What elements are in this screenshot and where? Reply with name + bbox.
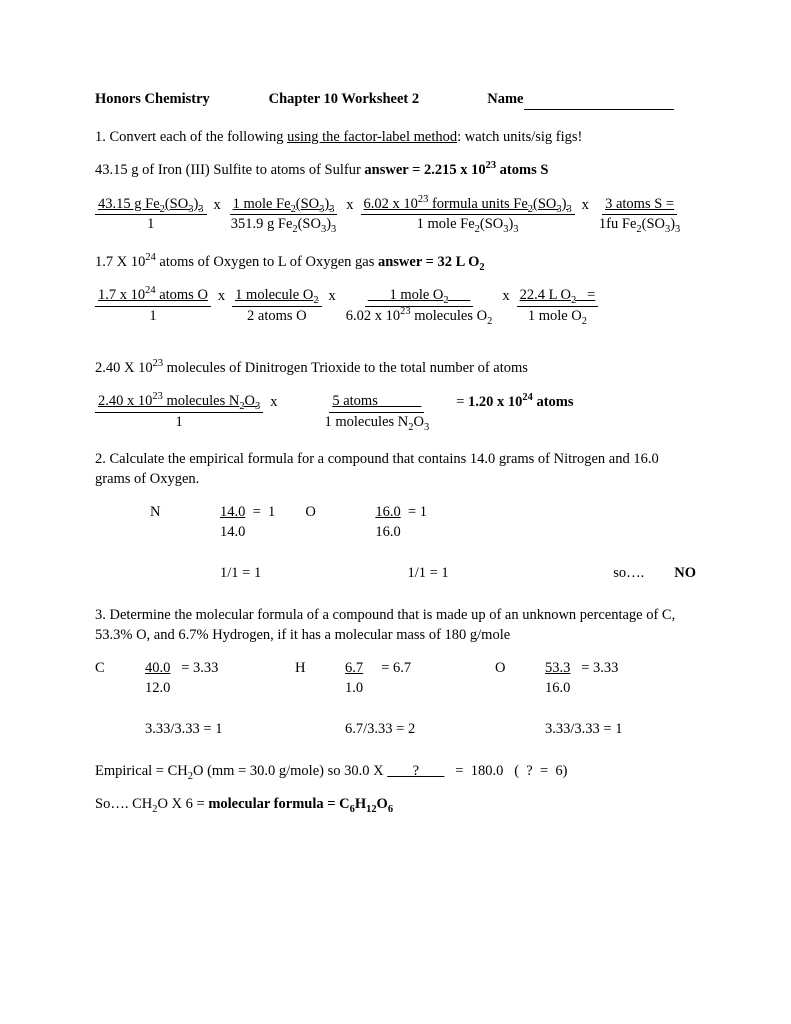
q2-work: N 14.0 = 1 14.0 O 16.0 = 1 16.0 1/1 = 1 … <box>150 503 696 584</box>
chapter-title: Chapter 10 Worksheet 2 <box>269 90 484 110</box>
worksheet-header: Honors Chemistry Chapter 10 Worksheet 2 … <box>95 90 696 110</box>
name-field-line <box>524 109 674 110</box>
q1-intro: 1. Convert each of the following using t… <box>95 128 696 148</box>
name-label: Name <box>487 90 523 110</box>
q1-calc2: 1.7 x 1024 atoms O 1 x 1 molecule O2 2 a… <box>95 286 696 326</box>
q3-work: C 40.0 = 3.33 12.0 H 6.7 = 6.7 1.0 O 53.… <box>95 659 696 740</box>
q3-empirical: Empirical = CH2O (mm = 30.0 g/mole) so 3… <box>95 762 696 782</box>
q3-final: So…. CH2O X 6 = molecular formula = C6H1… <box>95 795 696 815</box>
q3-text: 3. Determine the molecular formula of a … <box>95 606 696 645</box>
q2-text: 2. Calculate the empirical formula for a… <box>95 450 696 489</box>
course-title: Honors Chemistry <box>95 90 265 110</box>
q1-part2: 1.7 X 1024 atoms of Oxygen to L of Oxyge… <box>95 253 696 273</box>
q1-part3: 2.40 X 1023 molecules of Dinitrogen Trio… <box>95 359 696 379</box>
q1-calc1: 43.15 g Fe2(SO3)3 1 x 1 mole Fe2(SO3)3 3… <box>95 195 696 235</box>
q1-part1: 43.15 g of Iron (III) Sulfite to atoms o… <box>95 161 696 181</box>
q1-calc3: 2.40 x 1023 molecules N2O3 1 x 5 atoms 1… <box>95 392 696 432</box>
